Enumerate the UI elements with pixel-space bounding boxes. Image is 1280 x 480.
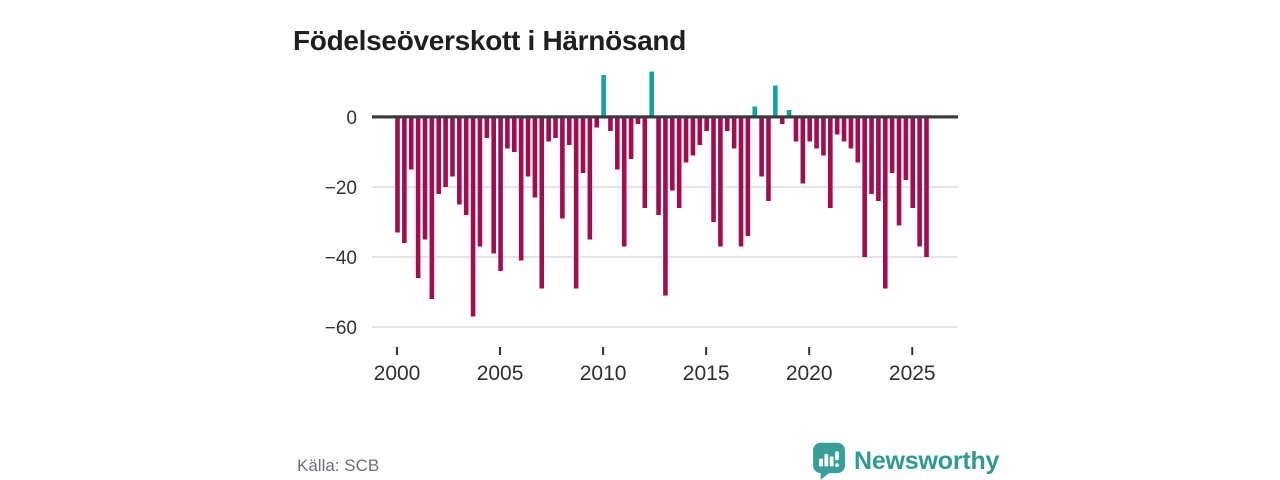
bar — [759, 117, 764, 177]
bar — [546, 117, 551, 142]
bar — [635, 117, 641, 124]
bar — [724, 117, 730, 131]
bar — [395, 117, 400, 233]
bar — [869, 117, 874, 194]
bar — [718, 117, 723, 247]
x-axis-tick-label: 2005 — [477, 362, 524, 385]
bar — [752, 106, 758, 117]
birth-surplus-bar-chart: 0 −20 −40 −60 2000 2005 2010 2015 2020 2025 — [325, 71, 958, 385]
bar — [862, 117, 867, 257]
bar — [896, 117, 902, 226]
newsworthy-brand: Newsworthy — [812, 442, 999, 480]
bar — [511, 117, 517, 152]
bar — [628, 117, 634, 159]
x-axis-tick-label: 2025 — [889, 362, 936, 385]
bar — [621, 117, 627, 247]
y-axis-tick-label: 0 — [346, 108, 357, 129]
source-label: Källa: SCB — [297, 456, 380, 475]
bar — [745, 117, 751, 236]
bar — [697, 117, 703, 145]
bar — [683, 117, 689, 163]
bar — [690, 117, 696, 156]
brand-name: Newsworthy — [854, 446, 1000, 475]
y-axis-tick-label: −20 — [325, 178, 357, 199]
bar — [573, 117, 579, 289]
bar — [553, 117, 558, 138]
bar — [773, 85, 778, 117]
bar — [814, 117, 819, 149]
bar — [676, 117, 682, 208]
bar — [800, 117, 806, 184]
bar — [924, 117, 929, 257]
bar — [876, 117, 881, 201]
bar — [841, 117, 847, 142]
bar — [457, 117, 462, 205]
bar — [498, 117, 503, 271]
x-axis-tick-label: 2020 — [786, 362, 833, 385]
bar — [518, 117, 524, 261]
bar — [594, 117, 600, 128]
x-axis-zero-line — [372, 115, 958, 119]
bar — [793, 117, 799, 142]
newsworthy-logo-icon — [813, 442, 845, 480]
bar — [656, 117, 661, 215]
bar — [580, 117, 586, 173]
bar — [807, 117, 812, 142]
chart-title: Födelseöverskott i Härnösand — [293, 24, 687, 56]
bar — [560, 117, 565, 219]
bar — [917, 117, 922, 247]
bar — [663, 117, 668, 296]
bar — [821, 117, 826, 156]
bar — [491, 117, 496, 254]
bar — [903, 117, 909, 180]
bar — [436, 117, 442, 194]
bar — [422, 117, 428, 240]
bar — [470, 117, 476, 317]
bar — [415, 117, 421, 278]
bar — [779, 117, 785, 124]
x-axis-tick-label: 2000 — [374, 362, 421, 385]
bar — [670, 117, 675, 191]
bar — [615, 117, 620, 170]
bar — [711, 117, 716, 222]
bar — [786, 110, 792, 117]
y-axis-tick-label: −60 — [325, 318, 357, 339]
bar — [738, 117, 744, 247]
bar — [525, 117, 531, 177]
bar — [766, 117, 771, 201]
bar — [828, 117, 833, 208]
bar — [429, 117, 435, 299]
bar — [566, 117, 572, 145]
bar — [731, 117, 737, 149]
bar — [505, 117, 510, 149]
bar — [642, 117, 648, 208]
bar — [450, 117, 455, 177]
bar — [402, 117, 407, 243]
bar — [443, 117, 448, 187]
bar — [587, 117, 593, 240]
x-axis-tick-label: 2015 — [683, 362, 730, 385]
bar — [649, 71, 654, 117]
bar — [834, 117, 840, 135]
bar — [704, 117, 709, 131]
bar — [477, 117, 483, 247]
bar — [539, 117, 545, 289]
bar — [608, 117, 613, 131]
bar — [882, 117, 888, 289]
bar — [408, 117, 414, 170]
bar — [889, 117, 895, 173]
bar — [484, 117, 490, 138]
bar — [601, 75, 606, 117]
bar — [848, 117, 854, 149]
bar — [910, 117, 916, 208]
y-axis-tick-label: −40 — [325, 248, 357, 269]
bar — [532, 117, 538, 198]
bar — [463, 117, 469, 215]
x-axis-tick-label: 2010 — [580, 362, 627, 385]
bar — [855, 117, 861, 163]
